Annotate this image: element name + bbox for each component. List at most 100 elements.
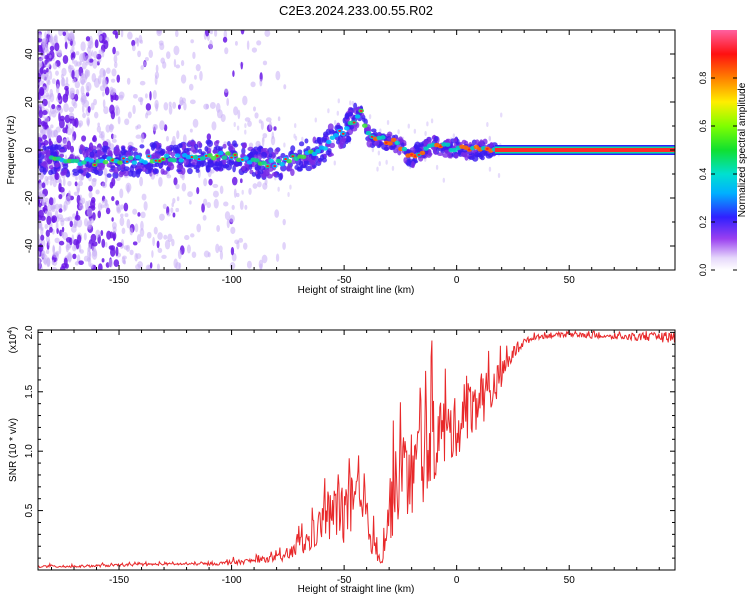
noise-blob bbox=[194, 74, 197, 80]
noise-blob bbox=[46, 67, 49, 73]
noise-blob bbox=[168, 101, 172, 107]
noise-blob bbox=[244, 117, 251, 122]
ridge-blob bbox=[322, 146, 329, 151]
noise-blob bbox=[71, 234, 75, 244]
noise-blob bbox=[158, 176, 163, 187]
noise-blob bbox=[226, 97, 230, 107]
ridge-blob bbox=[315, 148, 321, 154]
band-blob bbox=[274, 148, 279, 155]
noise-blob bbox=[106, 230, 112, 240]
y-tick-label: 0 bbox=[24, 147, 35, 153]
noise-blob bbox=[111, 138, 117, 143]
noise-blob bbox=[123, 202, 129, 212]
noise-blob bbox=[162, 203, 167, 210]
noise-blob bbox=[219, 185, 224, 195]
noise-blob bbox=[246, 260, 252, 269]
band-blob bbox=[322, 131, 329, 138]
noise-blob bbox=[126, 218, 131, 229]
noise-blob bbox=[173, 58, 177, 68]
noise-blob bbox=[397, 129, 400, 135]
ridge-peak bbox=[161, 158, 165, 161]
ridge-blob bbox=[174, 153, 181, 158]
noise-blob bbox=[57, 214, 63, 220]
band-blob bbox=[44, 149, 51, 155]
noise-blob bbox=[135, 125, 139, 130]
noise-blob bbox=[115, 50, 120, 56]
noise-blob bbox=[452, 133, 456, 139]
snr-content bbox=[38, 330, 675, 569]
band-blob bbox=[447, 152, 452, 159]
noise-blob bbox=[95, 189, 100, 195]
noise-blob bbox=[131, 39, 136, 47]
noise-blob bbox=[102, 99, 106, 109]
band-blob bbox=[464, 153, 469, 161]
colorbar-tick-label: 0.0 bbox=[698, 264, 708, 277]
noise-blob bbox=[244, 204, 248, 210]
noise-blob bbox=[49, 45, 55, 52]
noise-blob bbox=[71, 126, 74, 134]
band-blob bbox=[38, 136, 42, 144]
noise-blob bbox=[48, 110, 52, 118]
noise-blob bbox=[101, 238, 106, 248]
noise-blob bbox=[413, 128, 417, 134]
noise-blob bbox=[151, 250, 154, 258]
ridge-blob bbox=[81, 160, 87, 165]
noise-blob bbox=[49, 179, 53, 186]
band-blob bbox=[55, 162, 61, 168]
noise-blob bbox=[84, 74, 87, 83]
noise-blob bbox=[203, 250, 210, 258]
noise-blob bbox=[175, 207, 180, 213]
noise-blob bbox=[231, 176, 238, 186]
noise-blob bbox=[127, 31, 133, 40]
chart-title: C2E3.2024.233.00.55.R02 bbox=[279, 3, 433, 18]
noise-blob bbox=[209, 101, 216, 109]
noise-blob bbox=[58, 175, 62, 186]
noise-blob bbox=[149, 262, 153, 269]
ridge-peak bbox=[385, 141, 388, 144]
noise-blob bbox=[93, 98, 97, 106]
noise-blob bbox=[118, 94, 124, 101]
ridge-peak bbox=[341, 132, 345, 135]
noise-blob bbox=[79, 249, 84, 254]
noise-blob bbox=[105, 241, 108, 248]
noise-blob bbox=[100, 230, 104, 236]
noise-blob bbox=[337, 98, 340, 104]
band-blob bbox=[241, 147, 246, 155]
y-tick-label: 1.0 bbox=[24, 444, 35, 458]
noise-blob bbox=[94, 111, 99, 119]
ridge-blob bbox=[362, 123, 368, 128]
band-blob bbox=[192, 149, 197, 154]
noise-blob bbox=[239, 178, 243, 184]
colorbar-tick-label: 0.6 bbox=[698, 120, 708, 133]
band-blob bbox=[195, 169, 200, 173]
noise-blob bbox=[171, 202, 174, 208]
noise-blob bbox=[108, 245, 114, 250]
noise-blob bbox=[333, 160, 336, 166]
band-blob bbox=[478, 139, 484, 147]
ridge-peak bbox=[240, 158, 244, 161]
noise-blob bbox=[156, 263, 160, 270]
noise-blob bbox=[74, 214, 81, 221]
noise-blob bbox=[73, 220, 77, 227]
noise-blob bbox=[171, 238, 175, 247]
noise-blob bbox=[78, 180, 84, 187]
noise-blob bbox=[189, 200, 192, 205]
band-blob bbox=[306, 145, 311, 151]
band-blob bbox=[187, 167, 193, 175]
ridge-blob bbox=[102, 159, 109, 165]
y-tick-label: -20 bbox=[24, 190, 35, 205]
ridge-blob bbox=[387, 141, 393, 146]
noise-blob bbox=[46, 127, 52, 136]
noise-blob bbox=[95, 229, 101, 238]
ridge-blob bbox=[199, 156, 206, 161]
noise-blob bbox=[175, 30, 179, 38]
noise-blob bbox=[129, 249, 134, 256]
snr-panel: -150 -100 -50 0 50 0.5 1.0 1.5 2.0 Height of st… bbox=[7, 325, 676, 595]
noise-blob bbox=[45, 229, 50, 237]
ridge-peak bbox=[273, 165, 277, 168]
x-tick-label: 0 bbox=[454, 575, 460, 586]
noise-blob bbox=[55, 70, 59, 76]
noise-blob bbox=[48, 197, 54, 206]
band-blob bbox=[53, 151, 58, 158]
noise-blob bbox=[39, 66, 44, 75]
